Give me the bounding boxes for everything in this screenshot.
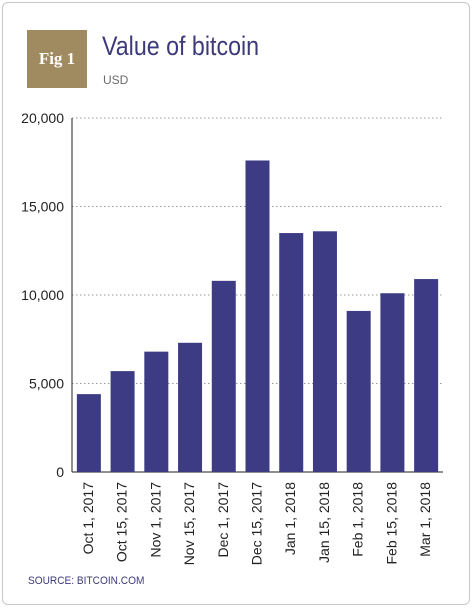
x-tick-label: Feb 15, 2018 — [383, 482, 399, 565]
bar — [245, 160, 270, 473]
bar — [380, 293, 405, 472]
bar — [178, 342, 203, 472]
x-tick-label: Oct 1, 2017 — [80, 482, 96, 555]
bar — [144, 351, 169, 472]
chart-subtitle: USD — [103, 73, 129, 87]
x-tick-label: Mar 1, 2018 — [417, 482, 433, 557]
y-tick-label: 10,000 — [21, 287, 64, 303]
y-tick-label: 0 — [56, 464, 64, 480]
bar — [414, 279, 439, 472]
x-tick-label: Nov 15, 2017 — [181, 482, 197, 565]
bar — [211, 280, 236, 472]
bar — [279, 233, 304, 472]
x-tick-label: Oct 15, 2017 — [114, 482, 130, 562]
chart-title: Value of bitcoin — [102, 31, 260, 61]
source-note: SOURCE: BITCOIN.COM — [28, 575, 145, 587]
y-tick-label: 20,000 — [21, 110, 64, 126]
bar — [76, 394, 101, 472]
figure-badge: Fig 1 — [27, 30, 87, 88]
x-tick-label: Dec 1, 2017 — [215, 482, 231, 558]
x-tick-label: Dec 15, 2017 — [249, 482, 265, 565]
x-tick-label: Nov 1, 2017 — [147, 482, 163, 558]
x-tick-label: Feb 1, 2018 — [350, 482, 366, 557]
x-tick-label: Jan 1, 2018 — [282, 482, 298, 555]
x-tick-label: Jan 15, 2018 — [316, 482, 332, 563]
bar — [346, 310, 371, 472]
y-tick-label: 15,000 — [21, 199, 64, 215]
y-tick-label: 5,000 — [29, 376, 64, 392]
bar — [110, 371, 135, 472]
bar — [312, 231, 337, 472]
figure-frame — [2, 2, 470, 605]
